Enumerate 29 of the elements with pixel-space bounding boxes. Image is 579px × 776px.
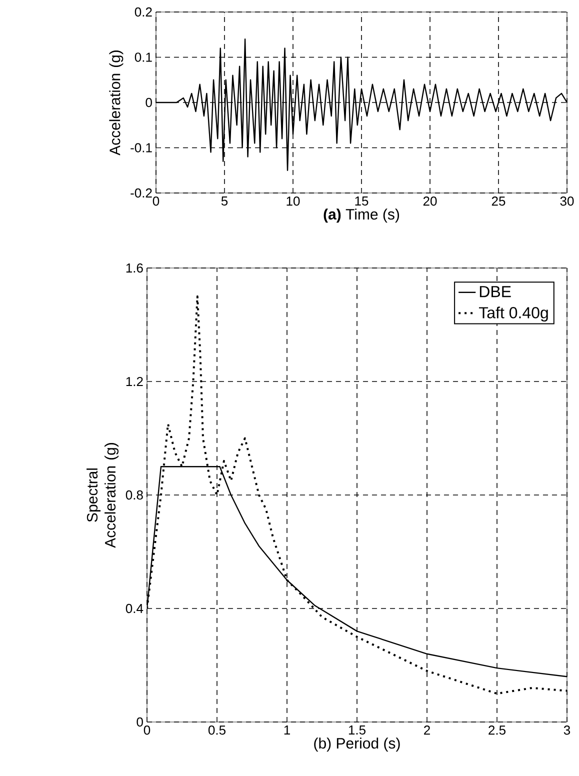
y-tick-label: 0.8	[126, 490, 143, 500]
x-tick-label: 15	[355, 196, 368, 206]
y-tick-label: 0.4	[126, 604, 144, 614]
x-tick-label: 1.5	[348, 726, 366, 735]
x-tick-label: 0	[152, 196, 160, 206]
y-tick-label: 0	[146, 98, 152, 108]
x-axis-title: (b) Period (s)	[314, 738, 400, 752]
legend-label: Taft 0.40g	[478, 306, 548, 322]
x-tick-label: 2	[424, 726, 430, 735]
y-axis-title: Spectral Acceleration (g)	[86, 443, 119, 548]
y-tick-label: 1.2	[126, 376, 143, 386]
y-tick-label: -0.1	[130, 143, 152, 152]
x-tick-label: 25	[492, 196, 506, 206]
x-axis-title: (a) Time (s)	[324, 208, 400, 223]
x-tick-label: 3	[564, 726, 570, 735]
y-tick-label: -0.2	[130, 188, 152, 198]
x-tick-label: 1	[284, 726, 290, 734]
legend-label: DBE	[480, 286, 511, 298]
y-tick-label: 0	[136, 717, 143, 727]
x-tick-label: 20	[423, 196, 437, 206]
x-tick-label: 5	[221, 196, 228, 206]
x-tick-label: 0.5	[208, 726, 226, 735]
y-tick-label: 0.1	[134, 52, 152, 62]
y-axis-title: Acceleration (g)	[109, 50, 124, 156]
x-tick-label: 10	[286, 196, 300, 206]
x-tick-label: 30	[560, 196, 574, 206]
y-tick-label: 1.6	[126, 263, 143, 273]
x-tick-label: 2.5	[488, 726, 506, 735]
y-tick-label: 0.2	[134, 7, 152, 17]
